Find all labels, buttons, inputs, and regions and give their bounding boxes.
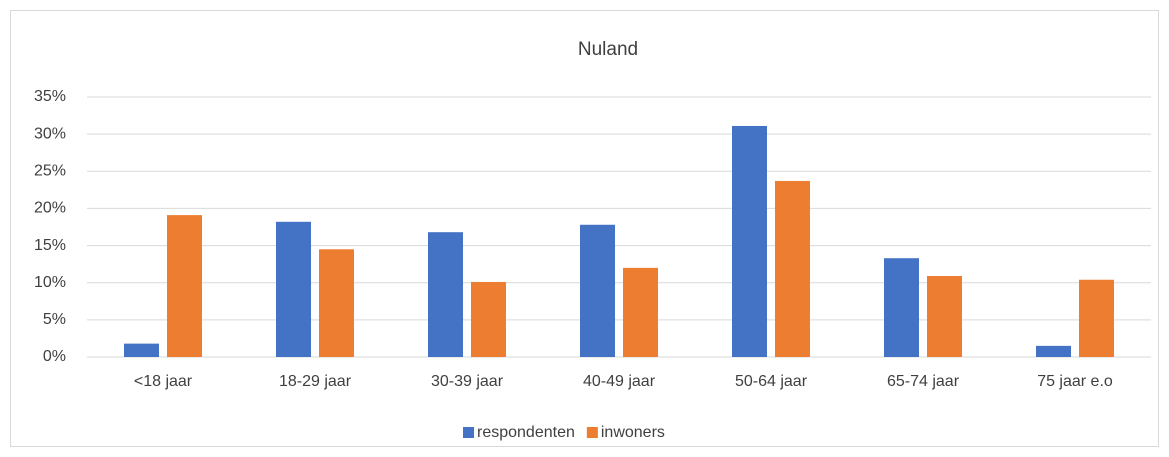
bar: [319, 249, 354, 357]
legend-label: respondenten: [477, 424, 575, 441]
y-tick-label: 5%: [43, 311, 66, 328]
x-tick-label: 65-74 jaar: [887, 373, 960, 390]
bar: [884, 258, 919, 357]
y-tick-label: 30%: [34, 125, 66, 142]
bar: [276, 221, 311, 357]
legend-swatch: [586, 427, 598, 438]
x-tick-label: 40-49 jaar: [583, 373, 656, 390]
x-tick-label: <18 jaar: [134, 373, 193, 390]
x-tick-label: 30-39 jaar: [431, 373, 504, 390]
bar: [580, 224, 615, 357]
legend-label: inwoners: [601, 424, 665, 441]
bar: [1079, 279, 1114, 357]
bar: [428, 232, 463, 357]
y-tick-label: 0%: [43, 348, 66, 365]
y-tick-label: 25%: [34, 163, 66, 180]
bar: [167, 215, 202, 357]
y-tick-label: 20%: [34, 200, 66, 217]
bar: [732, 125, 767, 357]
bar: [775, 180, 810, 357]
y-tick-label: 10%: [34, 274, 66, 291]
bar: [124, 343, 159, 357]
x-tick-label: 18-29 jaar: [279, 373, 352, 390]
bar: [471, 281, 506, 357]
chart-title: Nuland: [578, 39, 638, 60]
y-tick-label: 35%: [34, 88, 66, 105]
x-tick-label: 50-64 jaar: [735, 373, 808, 390]
x-tick-label: 75 jaar e.o: [1037, 373, 1113, 390]
y-tick-label: 15%: [34, 237, 66, 254]
bar: [927, 276, 962, 357]
legend-swatch: [463, 427, 474, 438]
bar: [623, 267, 658, 357]
bar: [1036, 345, 1071, 357]
